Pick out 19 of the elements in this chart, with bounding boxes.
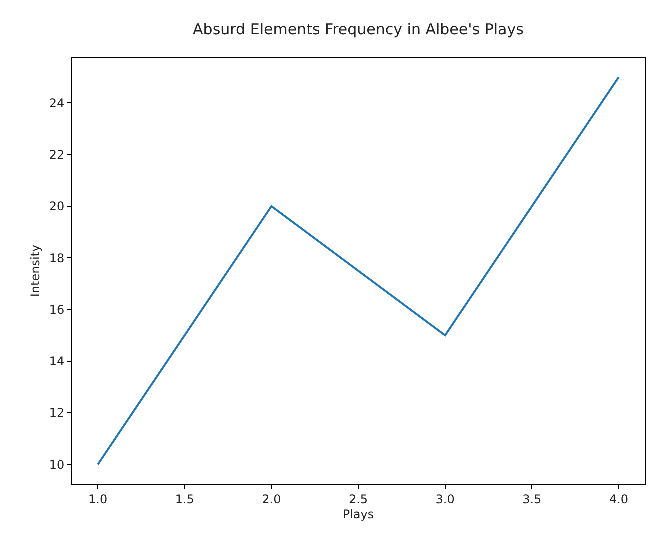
- y-axis-title: Intensity: [28, 244, 43, 298]
- y-tick-label: 20: [49, 200, 65, 214]
- x-tick-label: 3.0: [436, 492, 455, 506]
- y-tick-label: 16: [49, 302, 65, 317]
- y-tick-label: 24: [49, 96, 65, 110]
- x-tick-label: 1.0: [88, 492, 108, 506]
- y-tick-label: 10: [49, 458, 65, 472]
- y-tick-label: 22: [49, 148, 65, 162]
- y-tick-label: 18: [49, 251, 65, 266]
- x-tick-label: 1.5: [175, 492, 194, 506]
- x-tick-label: 4.0: [609, 492, 628, 506]
- y-tick-label: 14: [49, 354, 65, 369]
- x-axis-title: Plays: [342, 507, 374, 522]
- x-tick-label: 3.5: [522, 492, 542, 506]
- y-tick-label: 12: [49, 406, 65, 420]
- x-tick-label: 2.0: [262, 492, 282, 506]
- chart-title: Absurd Elements Frequency in Albee's Plays: [193, 20, 524, 39]
- x-tick-label: 2.5: [348, 492, 368, 506]
- line-series: [97, 76, 620, 466]
